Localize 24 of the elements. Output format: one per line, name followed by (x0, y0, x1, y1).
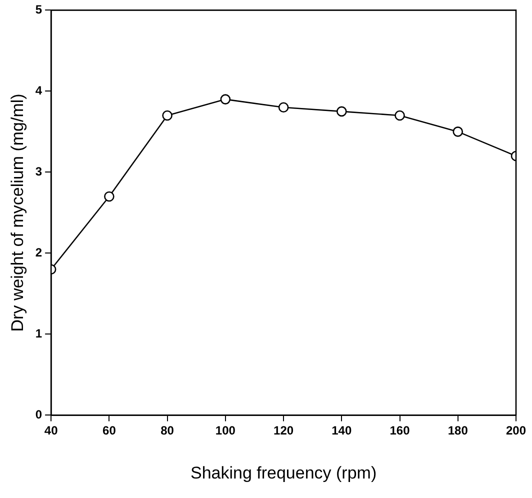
x-tick-label: 80 (160, 424, 174, 438)
x-axis-title: Shaking frequency (rpm) (190, 463, 377, 482)
point (162, 110, 172, 121)
x-tick-label: 200 (506, 424, 526, 438)
point (336, 106, 347, 117)
point (452, 126, 464, 137)
y-axis-title: Dry weight of mycelium (mg/ml) (8, 94, 27, 332)
y-tick-label: 2 (35, 246, 42, 260)
y-tick-label: 0 (35, 408, 42, 422)
point (104, 191, 114, 202)
x-tick-label: 40 (44, 424, 58, 438)
y-tick-label: 3 (35, 164, 42, 179)
x-tick-label: 140 (332, 424, 352, 438)
y-tick-label: 4 (35, 84, 42, 98)
point (394, 110, 405, 121)
x-tick-label: 180 (448, 424, 468, 438)
x-tick-label: 100 (215, 424, 236, 438)
point (220, 94, 231, 104)
point (278, 102, 289, 113)
y-tick-label: 1 (35, 326, 42, 341)
x-tick-label: 120 (274, 424, 294, 438)
x-tick-label: 60 (102, 424, 116, 438)
y-tick-label: 5 (35, 2, 42, 17)
x-tick-label: 160 (390, 424, 410, 438)
